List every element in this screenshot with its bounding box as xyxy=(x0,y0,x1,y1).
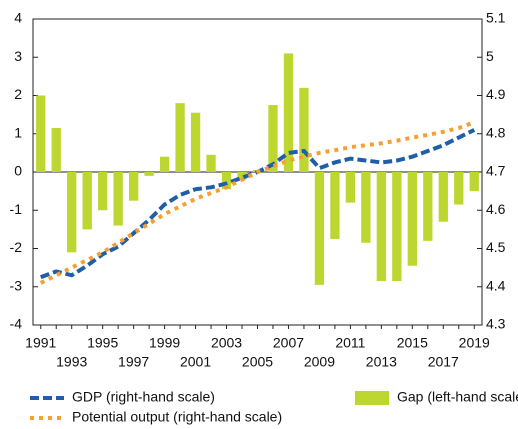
y2-tick-label: 4.6 xyxy=(486,201,506,217)
bar xyxy=(454,172,464,205)
x-tick-label: 2015 xyxy=(397,335,428,351)
bar xyxy=(268,105,278,172)
legend-swatch xyxy=(355,391,389,405)
bar xyxy=(469,172,479,192)
bar xyxy=(283,53,294,172)
legend-label: Potential output (right-hand scale) xyxy=(72,409,282,425)
bar xyxy=(423,172,433,241)
bar xyxy=(36,95,46,172)
legend-label: Gap (left-hand scale) xyxy=(397,389,518,405)
bar xyxy=(392,172,402,282)
y2-tick-label: 5 xyxy=(486,48,494,64)
bar xyxy=(299,87,309,172)
x-tick-label: 2005 xyxy=(242,354,273,370)
y2-tick-label: 4.9 xyxy=(486,86,506,102)
y-tick-label: 2 xyxy=(14,86,22,102)
x-tick-label: 2007 xyxy=(273,335,304,351)
y-tick-label: -2 xyxy=(10,239,23,255)
bar xyxy=(361,172,371,243)
bar xyxy=(376,172,387,282)
bar xyxy=(314,172,325,285)
bar xyxy=(98,172,108,211)
bar xyxy=(345,172,356,203)
bar xyxy=(221,172,232,190)
x-tick-label: 2017 xyxy=(428,354,459,370)
bar xyxy=(144,172,154,176)
bar xyxy=(175,103,185,172)
x-tick-label: 1995 xyxy=(87,335,118,351)
bar xyxy=(190,112,201,172)
bar xyxy=(237,172,247,180)
x-tick-label: 2013 xyxy=(366,354,397,370)
y2-tick-label: 4.7 xyxy=(486,163,506,179)
x-tick-label: 2009 xyxy=(304,354,335,370)
x-tick-label: 2019 xyxy=(459,335,490,351)
bar xyxy=(159,156,170,172)
bar xyxy=(51,128,61,172)
bar xyxy=(206,154,216,172)
bar xyxy=(438,172,448,222)
x-tick-label: 2001 xyxy=(180,354,211,370)
y-tick-label: 3 xyxy=(14,48,22,64)
bar xyxy=(82,172,92,230)
line xyxy=(39,120,475,285)
bar xyxy=(330,172,340,239)
y-tick-label: 0 xyxy=(14,163,22,179)
bar xyxy=(128,172,139,201)
legend-label: GDP (right-hand scale) xyxy=(72,389,215,405)
x-tick-label: 2011 xyxy=(335,335,365,351)
y-tick-label: 1 xyxy=(14,124,22,140)
bar xyxy=(67,172,77,253)
x-tick-label: 1999 xyxy=(149,335,180,351)
y-tick-label: -4 xyxy=(10,316,23,332)
x-tick-label: 1993 xyxy=(56,354,87,370)
x-tick-label: 1997 xyxy=(118,354,149,370)
y-tick-label: -1 xyxy=(10,201,23,217)
y2-tick-label: 4.3 xyxy=(486,316,506,332)
x-tick-label: 2003 xyxy=(211,335,242,351)
y2-tick-label: 5.1 xyxy=(486,10,506,26)
bar xyxy=(407,172,417,266)
y2-tick-label: 4.5 xyxy=(486,239,506,255)
bar xyxy=(113,172,123,226)
y-tick-label: 4 xyxy=(14,10,22,26)
x-tick-label: 1991 xyxy=(25,335,56,351)
y2-tick-label: 4.8 xyxy=(486,124,506,140)
y-tick-label: -3 xyxy=(10,277,23,293)
y2-tick-label: 4.4 xyxy=(486,277,506,293)
